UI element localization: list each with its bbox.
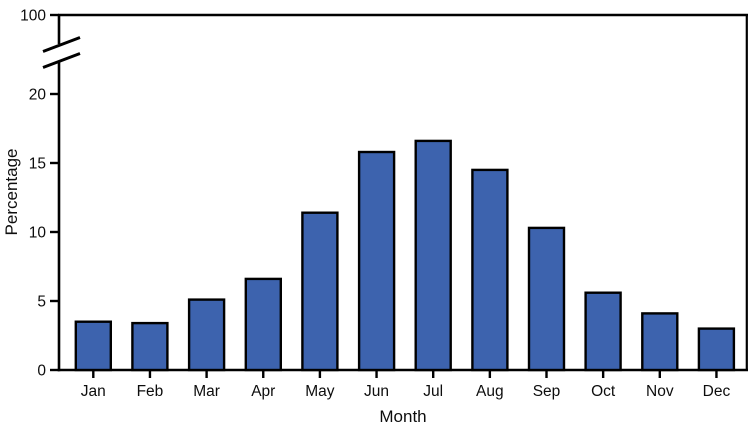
x-axis-ticks: Jan Feb Mar Apr May Jun Jul Aug Sep Oct Nov Dec [81,370,731,400]
x-tick-label-sep: Sep [533,383,561,400]
x-tick-label-jun: Jun [364,383,389,400]
bar-jun [357,150,396,372]
bar-may [301,211,339,372]
x-tick-label-dec: Dec [703,383,731,400]
y-tick-label-0: 0 [37,363,46,380]
y-tick-label-100: 100 [20,8,46,25]
axis-break-icon [42,36,81,69]
x-tick-label-may: May [305,383,335,400]
bar-dec [697,327,736,372]
axis-break-lower-slash [42,52,81,69]
x-tick-label-mar: Mar [193,383,220,400]
y-tick-label-10: 10 [29,225,47,242]
bar-sep [527,226,566,372]
plot-frame [57,13,748,372]
bar-jan [74,320,113,372]
x-axis-title: Month [379,407,426,426]
bar-jul [414,139,452,372]
bar-feb [131,321,169,372]
y-axis-title: Percentage [2,149,21,236]
y-tick-label-5: 5 [37,294,46,311]
x-tick-label-feb: Feb [137,383,164,400]
bar-oct [584,291,622,372]
bar-aug [471,168,509,372]
x-tick-label-jan: Jan [81,383,106,400]
y-tick-label-15: 15 [29,156,46,173]
y-tick-label-20: 20 [29,87,47,104]
bar-apr [244,277,283,372]
axis-break-upper-slash [42,36,81,53]
bar-series [74,139,736,372]
x-tick-label-oct: Oct [591,383,616,400]
bar-nov [641,312,679,372]
y-axis-ticks: 0 5 10 15 20 [29,13,59,380]
x-tick-label-aug: Aug [476,383,504,400]
bar-mar [187,298,226,372]
x-tick-label-jul: Jul [423,383,443,400]
x-tick-label-apr: Apr [251,383,275,400]
x-tick-label-nov: Nov [646,383,674,400]
